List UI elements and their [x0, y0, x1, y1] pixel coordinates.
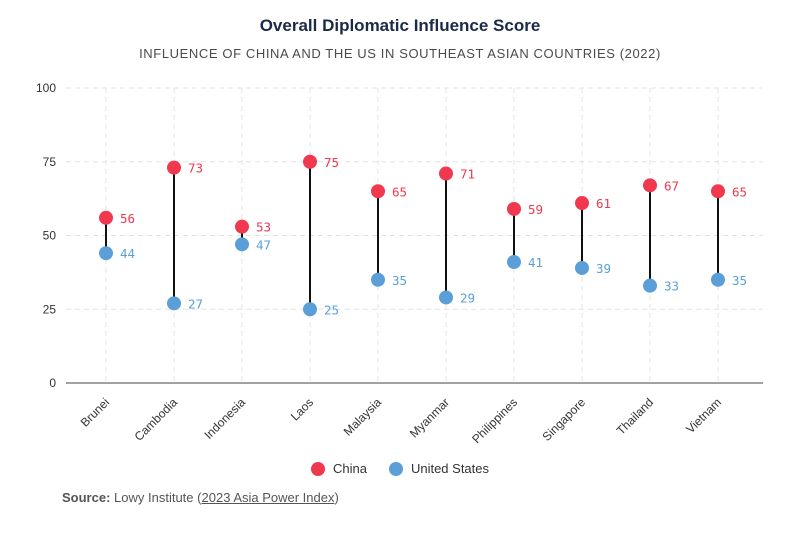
source-open-paren: (	[197, 490, 202, 505]
point-us-philippines	[507, 255, 521, 270]
data-label-us-cambodia: 27	[188, 296, 203, 311]
data-label-china-malaysia: 65	[392, 184, 407, 199]
point-china-vietnam	[711, 184, 725, 199]
chart-subtitle: INFLUENCE OF CHINA AND THE US IN SOUTHEA…	[139, 46, 661, 61]
point-us-cambodia	[167, 296, 181, 311]
source-label: Source:	[62, 490, 111, 505]
point-us-brunei	[99, 246, 113, 261]
source-link[interactable]: 2023 Asia Power Index	[201, 490, 335, 505]
data-label-china-indonesia: 53	[256, 220, 271, 235]
data-label-us-brunei: 44	[120, 246, 135, 261]
x-tick-label-vietnam: Vietnam	[683, 395, 724, 436]
data-label-us-myanmar: 29	[460, 290, 475, 305]
y-tick-label-25: 25	[43, 302, 57, 316]
point-us-vietnam	[711, 272, 725, 287]
x-tick-label-indonesia: Indonesia	[201, 395, 248, 442]
data-label-china-laos: 75	[324, 155, 339, 170]
chart-title: Overall Diplomatic Influence Score	[259, 16, 541, 35]
x-tick-label-cambodia: Cambodia	[132, 395, 181, 444]
y-tick-label-75: 75	[43, 155, 57, 169]
point-china-brunei	[99, 210, 113, 225]
source-note: Source: Lowy Institute (2023 Asia Power …	[62, 490, 339, 505]
point-us-malaysia	[371, 272, 385, 287]
point-china-cambodia	[167, 160, 181, 175]
source-org: Lowy Institute	[114, 490, 194, 505]
dumbbell-chart: 0 25 50 75 100 Brunei Cambodia Indonesia Laos Mal…	[36, 81, 763, 446]
data-label-us-laos: 25	[324, 302, 339, 317]
data-label-china-myanmar: 71	[460, 167, 475, 182]
data-label-us-malaysia: 35	[392, 273, 407, 288]
point-us-laos	[303, 302, 317, 317]
point-us-myanmar	[439, 290, 453, 305]
x-tick-label-laos: Laos	[288, 395, 316, 423]
point-china-singapore	[575, 196, 589, 211]
legend-label-united-states: United States	[410, 461, 489, 476]
x-tick-label-singapore: Singapore	[540, 395, 589, 444]
y-tick-label-100: 100	[36, 81, 56, 95]
legend-swatch-china	[310, 461, 325, 476]
point-us-indonesia	[235, 237, 249, 252]
legend-item-china: China	[310, 461, 367, 476]
point-china-indonesia	[235, 219, 249, 234]
data-label-us-philippines: 41	[528, 255, 543, 270]
point-china-malaysia	[371, 184, 385, 199]
x-tick-label-brunei: Brunei	[78, 395, 112, 429]
chart-legend: China United States	[0, 461, 800, 476]
x-tick-label-myanmar: Myanmar	[407, 395, 452, 440]
point-china-thailand	[643, 178, 657, 193]
data-label-china-vietnam: 65	[732, 184, 747, 199]
data-label-china-philippines: 59	[528, 202, 543, 217]
data-label-us-vietnam: 35	[732, 273, 747, 288]
x-tick-label-thailand: Thailand	[614, 395, 656, 437]
data-label-china-thailand: 67	[664, 178, 679, 193]
point-china-myanmar	[439, 166, 453, 181]
data-label-china-singapore: 61	[596, 196, 611, 211]
data-label-us-indonesia: 47	[256, 237, 271, 252]
legend-label-china: China	[332, 461, 367, 476]
y-tick-label-0: 0	[49, 376, 56, 390]
point-us-singapore	[575, 260, 589, 275]
point-china-philippines	[507, 201, 521, 216]
legend-item-united-states: United States	[388, 461, 489, 476]
data-label-china-brunei: 56	[120, 211, 135, 226]
legend-swatch-united-states	[388, 461, 403, 476]
data-label-us-thailand: 33	[664, 279, 679, 294]
x-tick-label-malaysia: Malaysia	[341, 395, 385, 439]
x-tick-label-philippines: Philippines	[469, 395, 520, 446]
point-us-thailand	[643, 278, 657, 293]
y-tick-label-50: 50	[43, 229, 57, 243]
point-china-laos	[303, 154, 317, 169]
data-label-us-singapore: 39	[596, 261, 611, 276]
data-label-china-cambodia: 73	[188, 161, 203, 176]
source-close-paren: )	[334, 490, 339, 505]
